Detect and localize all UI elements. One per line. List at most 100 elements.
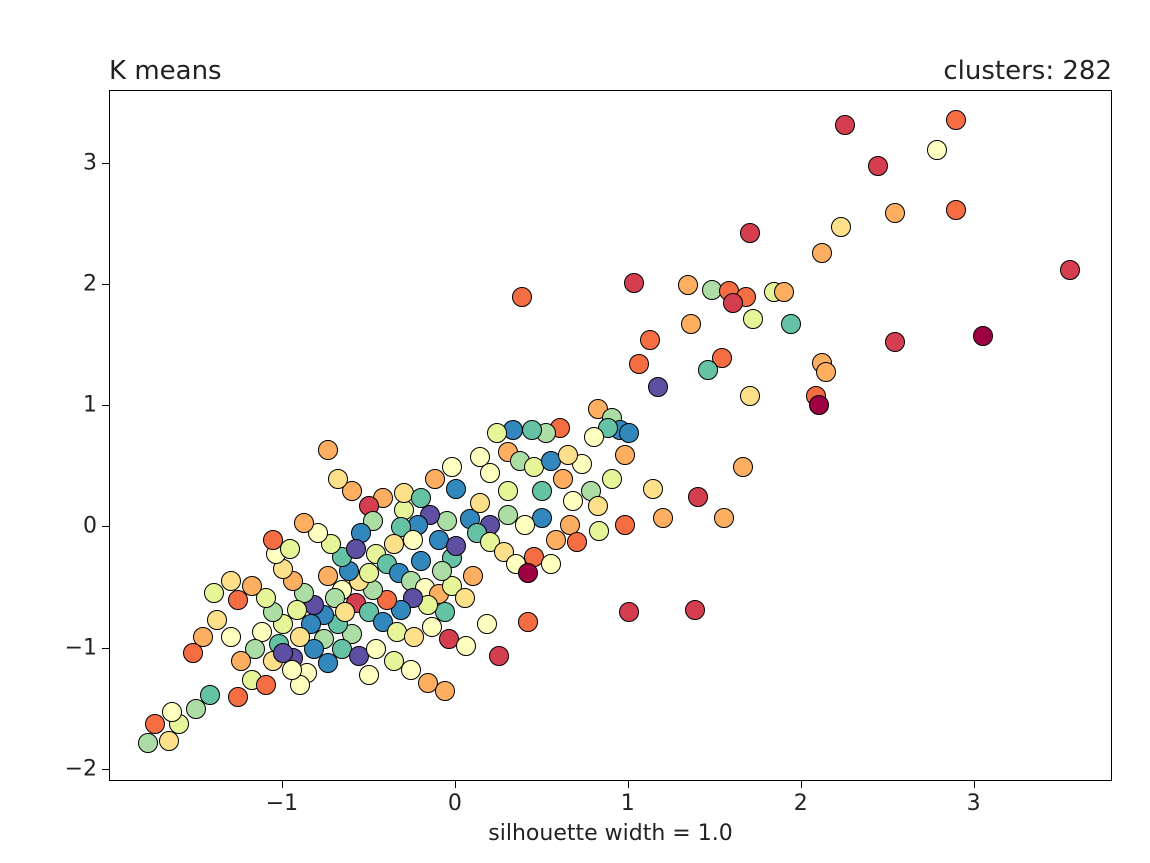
scatter-point (532, 481, 552, 501)
scatter-point (328, 469, 348, 489)
scatter-point (973, 326, 993, 346)
x-tick-label: 3 (967, 791, 981, 816)
scatter-point (640, 330, 660, 350)
scatter-point (515, 515, 535, 535)
scatter-point (256, 675, 276, 695)
scatter-point (781, 314, 801, 334)
scatter-point (809, 395, 829, 415)
scatter-point (553, 469, 573, 489)
x-tick-label: 0 (448, 791, 462, 816)
chart-title-left: K means (109, 56, 222, 86)
scatter-point (138, 733, 158, 753)
scatter-point (946, 110, 966, 130)
x-tick-label: 1 (621, 791, 635, 816)
scatter-point (231, 651, 251, 671)
scatter-point (885, 332, 905, 352)
scatter-point (615, 515, 635, 535)
scatter-point (435, 681, 455, 701)
scatter-point (446, 479, 466, 499)
scatter-point (643, 479, 663, 499)
scatter-point (512, 287, 532, 307)
scatter-point (498, 505, 518, 525)
y-tick-mark (102, 769, 109, 770)
scatter-point (359, 563, 379, 583)
scatter-point (442, 457, 462, 477)
scatter-point (294, 513, 314, 533)
scatter-point (456, 636, 476, 656)
scatter-point (698, 360, 718, 380)
scatter-point (681, 314, 701, 334)
scatter-point (927, 140, 947, 160)
y-tick-mark (102, 163, 109, 164)
y-tick-label: −2 (65, 756, 97, 781)
scatter-point (688, 487, 708, 507)
scatter-point (384, 534, 404, 554)
scatter-point (477, 614, 497, 634)
scatter-point (678, 275, 698, 295)
scatter-point (437, 511, 457, 531)
scatter-point (589, 521, 609, 541)
scatter-point (885, 203, 905, 223)
scatter-point (624, 273, 644, 293)
y-tick-mark (102, 284, 109, 285)
scatter-point (425, 469, 445, 489)
scatter-point (685, 600, 705, 620)
scatter-point (318, 440, 338, 460)
scatter-point (733, 457, 753, 477)
scatter-point (518, 612, 538, 632)
scatter-point (602, 469, 622, 489)
figure: K means clusters: 282 −10123 −2−10123 si… (0, 0, 1150, 863)
scatter-point (648, 377, 668, 397)
y-tick-mark (102, 526, 109, 527)
scatter-point (743, 309, 763, 329)
scatter-point (432, 561, 452, 581)
scatter-point (558, 445, 578, 465)
x-tick-mark (455, 781, 456, 788)
scatter-point (619, 602, 639, 622)
x-tick-mark (628, 781, 629, 788)
scatter-point (588, 496, 608, 516)
scatter-point (498, 481, 518, 501)
scatter-point (489, 646, 509, 666)
scatter-point (221, 627, 241, 647)
scatter-point (455, 588, 475, 608)
scatter-point (422, 617, 442, 637)
scatter-point (290, 627, 310, 647)
scatter-point (346, 539, 366, 559)
y-tick-label: −1 (65, 635, 97, 660)
scatter-point (318, 653, 338, 673)
scatter-point (207, 610, 227, 630)
scatter-point (487, 423, 507, 443)
scatter-point (280, 539, 300, 559)
scatter-point (186, 699, 206, 719)
scatter-point (831, 217, 851, 237)
scatter-point (532, 508, 552, 528)
scatter-point (359, 665, 379, 685)
scatter-point (470, 493, 490, 513)
scatter-point (584, 427, 604, 447)
scatter-point (522, 420, 542, 440)
scatter-point (480, 463, 500, 483)
scatter-point (629, 354, 649, 374)
x-axis-label: silhouette width = 1.0 (471, 821, 751, 846)
scatter-point (816, 362, 836, 382)
scatter-point (228, 687, 248, 707)
scatter-point (740, 386, 760, 406)
scatter-point (221, 571, 241, 591)
y-tick-mark (102, 405, 109, 406)
scatter-point (653, 508, 673, 528)
scatter-point (518, 563, 538, 583)
scatter-point (159, 731, 179, 751)
x-tick-label: −1 (266, 791, 298, 816)
scatter-point (403, 530, 423, 550)
y-tick-label: 1 (83, 393, 97, 418)
scatter-point (145, 714, 165, 734)
x-tick-mark (974, 781, 975, 788)
scatter-point (740, 223, 760, 243)
scatter-point (563, 491, 583, 511)
y-tick-label: 3 (83, 150, 97, 175)
x-tick-mark (282, 781, 283, 788)
scatter-point (463, 566, 483, 586)
y-tick-label: 0 (83, 514, 97, 539)
scatter-point (446, 536, 466, 556)
